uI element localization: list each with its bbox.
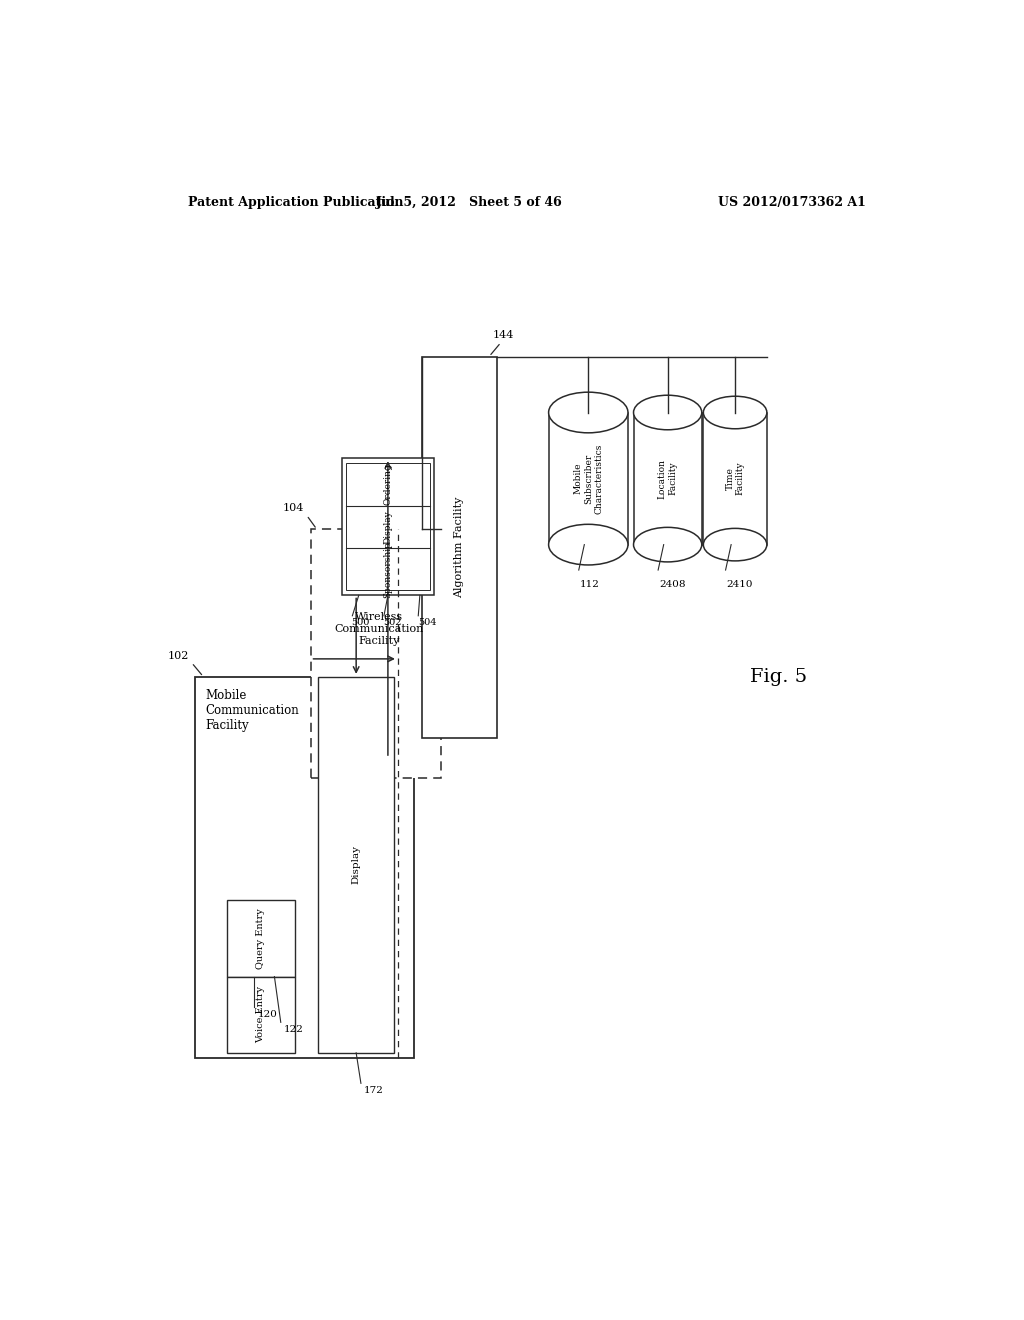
Text: Ordering: Ordering	[383, 463, 392, 506]
Text: 104: 104	[283, 503, 304, 513]
Text: 500: 500	[351, 618, 369, 627]
Bar	[318, 677, 394, 1053]
Text: Display: Display	[383, 510, 392, 544]
Bar	[196, 677, 414, 1057]
Ellipse shape	[549, 392, 628, 433]
Text: 172: 172	[365, 1086, 384, 1096]
Text: US 2012/0173362 A1: US 2012/0173362 A1	[718, 195, 866, 209]
Text: Display: Display	[351, 845, 360, 884]
Text: Location
Facility: Location Facility	[658, 458, 677, 499]
Text: 120: 120	[257, 1010, 278, 1019]
Text: 112: 112	[580, 581, 599, 589]
Text: Mobile
Communication
Facility: Mobile Communication Facility	[205, 689, 299, 733]
Ellipse shape	[703, 528, 767, 561]
Text: Patent Application Publication: Patent Application Publication	[187, 195, 403, 209]
Bar	[634, 413, 701, 545]
Bar	[227, 977, 295, 1053]
Text: 504: 504	[418, 618, 437, 627]
Text: 2408: 2408	[658, 581, 685, 589]
Text: Algorithm Facility: Algorithm Facility	[455, 496, 464, 598]
Text: Time
Facility: Time Facility	[725, 462, 744, 495]
Bar	[342, 458, 433, 595]
Ellipse shape	[634, 528, 701, 562]
Text: 502: 502	[383, 618, 401, 627]
Bar	[422, 356, 497, 738]
Text: Wireless
Communication
Facility: Wireless Communication Facility	[334, 612, 423, 645]
Text: Voice Entry: Voice Entry	[256, 986, 265, 1043]
Text: 144: 144	[494, 330, 514, 341]
Ellipse shape	[634, 395, 701, 430]
Text: Query Entry: Query Entry	[256, 908, 265, 969]
Text: Sponsorship: Sponsorship	[383, 541, 392, 598]
Ellipse shape	[549, 524, 628, 565]
Text: 122: 122	[284, 1026, 304, 1035]
Bar	[703, 413, 767, 545]
Text: Jul. 5, 2012   Sheet 5 of 46: Jul. 5, 2012 Sheet 5 of 46	[376, 195, 562, 209]
Bar	[549, 413, 628, 545]
Ellipse shape	[703, 396, 767, 429]
Text: 2410: 2410	[726, 581, 753, 589]
Text: 102: 102	[168, 651, 189, 660]
Bar	[310, 529, 441, 779]
Bar	[227, 900, 295, 977]
Bar	[346, 463, 430, 590]
Text: Fig. 5: Fig. 5	[751, 668, 807, 686]
Text: Mobile
Subscriber
Characteristics: Mobile Subscriber Characteristics	[573, 444, 603, 513]
